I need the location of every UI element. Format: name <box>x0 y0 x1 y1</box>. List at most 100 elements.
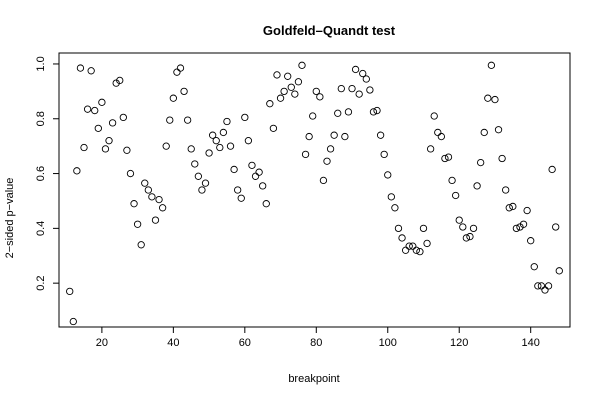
data-point <box>173 68 181 76</box>
data-point <box>494 126 503 134</box>
y-tick-label: 0.2 <box>35 276 47 291</box>
data-point <box>123 146 131 154</box>
data-point <box>312 87 320 96</box>
data-point <box>473 182 481 190</box>
data-point <box>223 117 231 126</box>
data-point <box>94 124 102 133</box>
data-point <box>234 186 242 194</box>
data-point <box>287 83 295 91</box>
data-point <box>80 143 88 152</box>
data-point <box>241 113 249 122</box>
data-point <box>98 98 106 106</box>
data-point <box>509 202 517 211</box>
data-point <box>259 182 267 190</box>
data-point <box>380 150 388 159</box>
data-point <box>262 200 270 208</box>
data-point <box>151 216 160 224</box>
data-point <box>484 94 492 102</box>
data-point <box>366 86 374 94</box>
data-point <box>137 241 145 249</box>
data-point <box>416 247 424 256</box>
data-point <box>69 317 77 326</box>
data-point <box>469 224 478 233</box>
data-point <box>548 165 556 174</box>
y-tick-label: 1.0 <box>35 56 47 71</box>
data-point <box>266 100 274 108</box>
data-point <box>316 93 324 101</box>
data-point <box>212 137 220 145</box>
data-point <box>387 193 395 201</box>
x-tick-label: 60 <box>239 337 251 349</box>
data-point <box>437 132 446 141</box>
data-point <box>148 193 156 201</box>
data-point <box>230 165 238 174</box>
data-point <box>166 116 174 124</box>
data-point <box>552 223 560 231</box>
data-point <box>334 109 342 117</box>
data-point <box>209 131 217 139</box>
chart-title: Goldfeld–Quandt test <box>263 23 396 38</box>
data-point <box>505 204 513 212</box>
data-point <box>498 154 506 163</box>
data-point <box>216 143 224 152</box>
y-tick-label: 0.4 <box>35 221 47 236</box>
x-tick-label: 100 <box>379 337 397 349</box>
data-point <box>462 234 471 242</box>
data-point <box>487 61 496 69</box>
data-point <box>541 286 549 294</box>
x-tick-label: 80 <box>310 337 322 349</box>
data-point <box>376 131 385 139</box>
data-point <box>534 282 542 290</box>
y-tick-label: 0.8 <box>35 111 47 126</box>
data-point <box>512 224 521 233</box>
data-point <box>373 106 381 115</box>
data-point <box>426 145 435 153</box>
data-point <box>466 232 474 241</box>
data-point <box>555 267 563 275</box>
data-point <box>294 78 303 86</box>
data-point <box>133 220 142 228</box>
data-point <box>183 116 192 124</box>
data-point <box>251 172 260 180</box>
data-point <box>248 161 256 169</box>
data-point <box>369 108 378 116</box>
data-point <box>405 242 413 250</box>
data-point <box>419 224 428 233</box>
data-point <box>119 113 127 122</box>
data-point <box>194 172 203 180</box>
data-point <box>155 195 163 204</box>
data-point <box>291 90 299 98</box>
data-point <box>269 124 278 133</box>
data-point <box>73 167 81 175</box>
data-point <box>187 145 195 153</box>
data-point <box>144 186 152 194</box>
data-point <box>237 194 245 202</box>
data-point <box>341 132 349 141</box>
data-point <box>319 176 328 185</box>
data-point <box>169 94 177 102</box>
data-point <box>398 234 406 242</box>
data-point <box>502 186 510 194</box>
data-point <box>412 246 420 254</box>
data-point <box>323 157 331 165</box>
data-point <box>180 87 188 96</box>
data-point <box>101 145 110 153</box>
data-point <box>519 220 528 228</box>
data-point <box>76 64 85 72</box>
data-point <box>359 69 367 78</box>
data-point <box>394 224 403 233</box>
data-point <box>448 176 456 185</box>
data-point <box>452 191 460 200</box>
data-point <box>105 137 113 145</box>
x-tick-label: 40 <box>167 337 179 349</box>
data-point <box>391 204 399 212</box>
x-tick-label: 120 <box>450 337 468 349</box>
data-point <box>273 71 281 79</box>
data-point <box>301 150 310 159</box>
data-point <box>298 61 306 69</box>
data-point <box>523 206 531 215</box>
data-point <box>355 90 363 98</box>
data-point <box>198 186 206 194</box>
data-point <box>305 132 313 141</box>
